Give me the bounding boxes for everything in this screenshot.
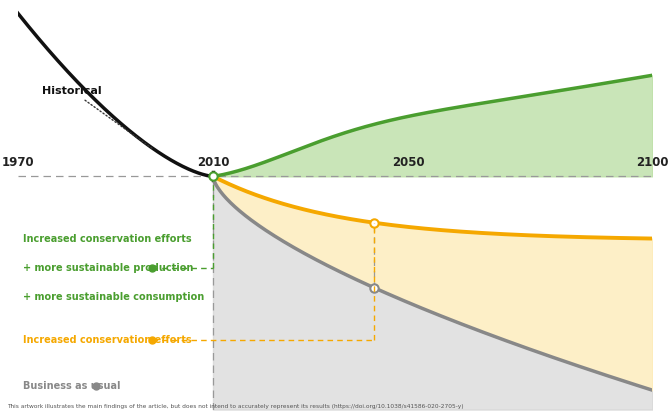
Text: Historical: Historical xyxy=(42,86,152,148)
Text: 1970: 1970 xyxy=(1,156,34,169)
Text: + more sustainable consumption: + more sustainable consumption xyxy=(23,292,204,302)
Text: This artwork illustrates the main findings of the article, but does not intend t: This artwork illustrates the main findin… xyxy=(7,404,464,409)
Text: Increased conservation efforts: Increased conservation efforts xyxy=(23,233,191,244)
Text: Business as usual: Business as usual xyxy=(23,381,120,391)
Text: + more sustainable production: + more sustainable production xyxy=(23,263,193,273)
Text: 2010: 2010 xyxy=(197,156,229,169)
Text: 2100: 2100 xyxy=(636,156,669,169)
Text: Increased conservation efforts: Increased conservation efforts xyxy=(23,335,191,345)
Text: 2050: 2050 xyxy=(392,156,425,169)
